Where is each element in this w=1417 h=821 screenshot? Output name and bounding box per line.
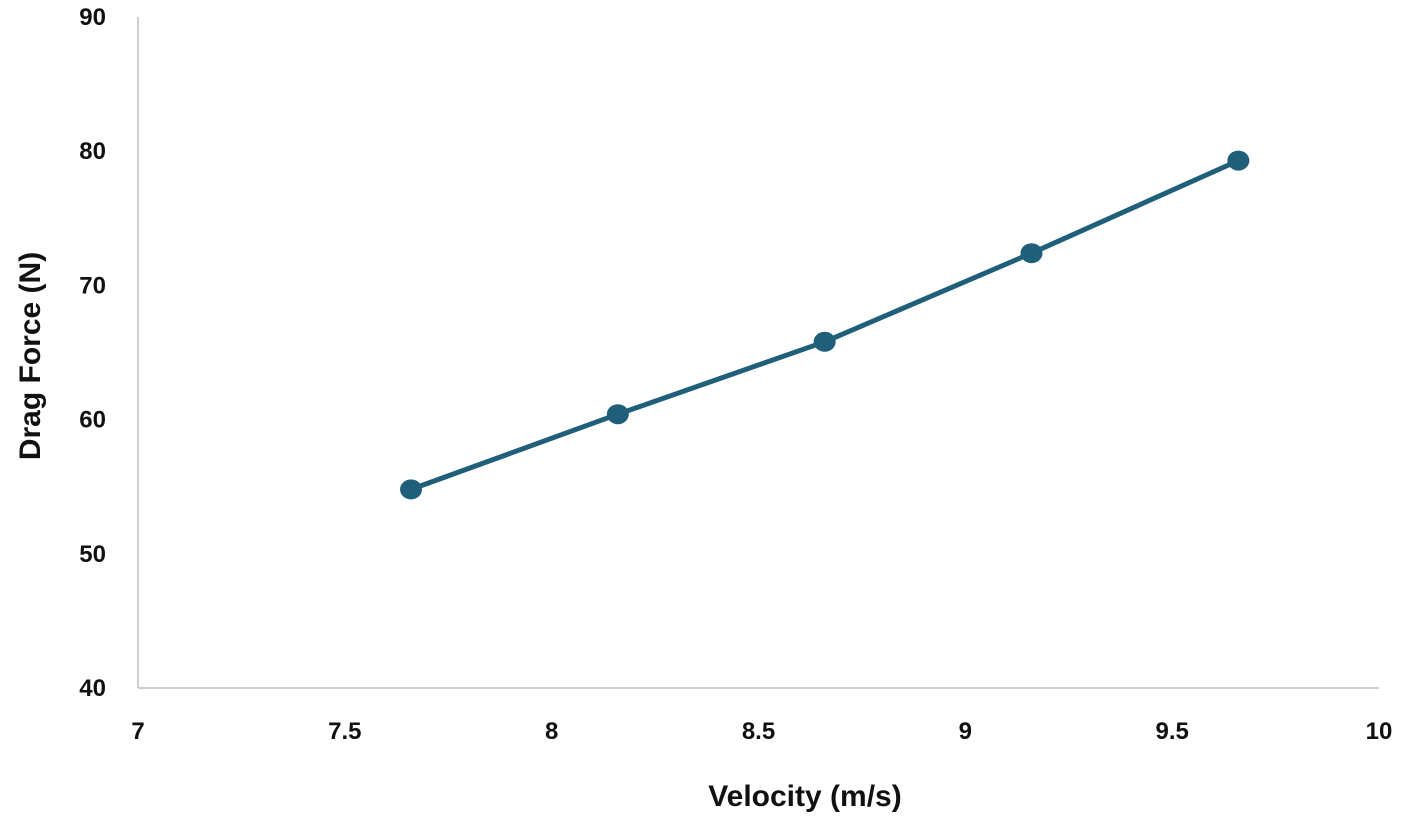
data-point (1020, 243, 1043, 264)
x-tick-label: 7.5 (328, 718, 361, 745)
x-tick-label: 10 (1366, 718, 1393, 745)
data-point (1227, 150, 1250, 171)
x-tick-label: 8 (545, 718, 558, 745)
x-tick-label: 9 (959, 718, 972, 745)
x-tick-labels: 7 7.5 8 8.5 9 9.5 10 (131, 718, 1392, 745)
y-tick-label: 50 (79, 541, 106, 568)
x-tick-label: 7 (131, 718, 144, 745)
y-tick-label: 80 (79, 138, 106, 165)
x-axis-title: Velocity (m/s) (708, 780, 901, 813)
x-tick-label: 8.5 (742, 718, 775, 745)
y-tick-label: 70 (79, 272, 106, 299)
series-line (408, 158, 1241, 492)
y-tick-label: 60 (79, 407, 106, 434)
y-tick-labels: 40 50 60 70 80 90 (79, 4, 106, 702)
y-axis-title: Drag Force (N) (14, 252, 47, 460)
x-tick-label: 9.5 (1155, 718, 1188, 745)
data-point (400, 479, 423, 500)
data-point (813, 331, 836, 352)
series-layer (400, 150, 1250, 500)
y-tick-label: 90 (79, 4, 106, 31)
data-point (606, 404, 629, 425)
y-tick-label: 40 (79, 675, 106, 702)
